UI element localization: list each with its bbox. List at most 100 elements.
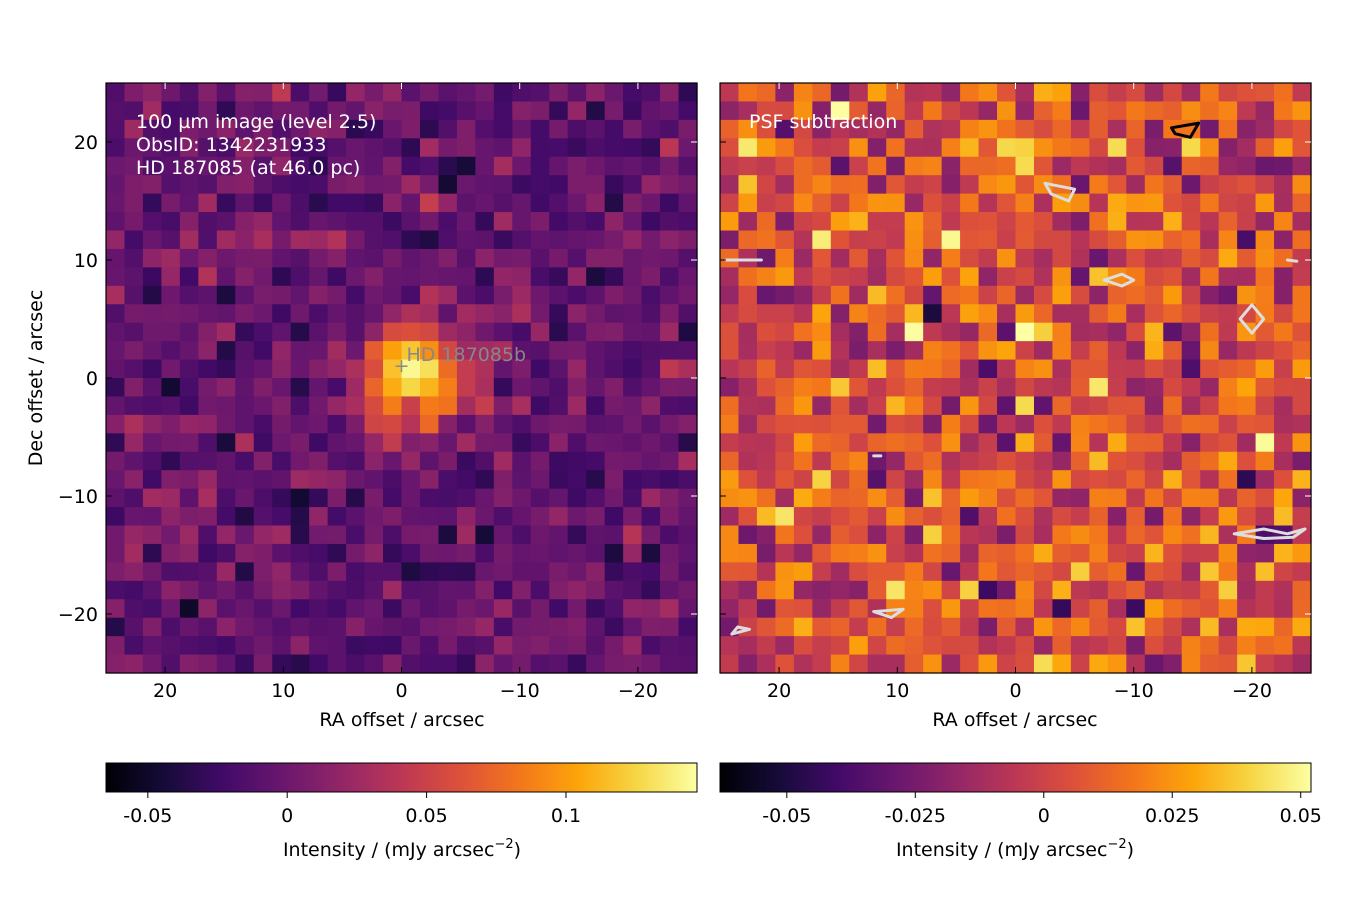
- heatmap-cell: [1292, 433, 1312, 453]
- heatmap-cell: [756, 248, 777, 268]
- heatmap-cell: [756, 470, 777, 490]
- heatmap-cell: [641, 156, 661, 176]
- heatmap-cell: [1126, 543, 1146, 563]
- heatmap-cell: [161, 83, 181, 103]
- heatmap-cell: [867, 543, 887, 563]
- heatmap-cell: [456, 101, 476, 121]
- heatmap-cell: [923, 175, 943, 195]
- heatmap-cell: [720, 599, 740, 619]
- heatmap-cell: [660, 414, 680, 434]
- heatmap-cell: [1292, 304, 1312, 324]
- heatmap-cell: [475, 636, 495, 656]
- heatmap-cell: [1255, 654, 1275, 674]
- heatmap-cell: [1292, 580, 1312, 600]
- heatmap-cell: [475, 562, 495, 582]
- heatmap-cell: [1089, 212, 1109, 232]
- heatmap-cell: [290, 414, 310, 434]
- heatmap-cell: [660, 378, 680, 398]
- heatmap-cell: [142, 304, 163, 324]
- heatmap-cell: [253, 230, 273, 250]
- heatmap-cell: [1218, 156, 1238, 176]
- heatmap-cell: [978, 599, 998, 619]
- heatmap-cell: [720, 507, 740, 527]
- heatmap-cell: [419, 599, 440, 619]
- heatmap-cell: [272, 248, 292, 268]
- heatmap-cell: [419, 433, 440, 453]
- heatmap-cell: [660, 193, 680, 213]
- heatmap-cell: [290, 230, 310, 250]
- heatmap-cell: [720, 212, 740, 232]
- heatmap-cell: [383, 212, 403, 232]
- heatmap-cell: [530, 341, 550, 361]
- heatmap-cell: [327, 654, 347, 674]
- heatmap-cell: [493, 470, 513, 490]
- heatmap-cell: [775, 599, 795, 619]
- heatmap-cell: [383, 101, 403, 121]
- heatmap-cell: [1126, 507, 1146, 527]
- heatmap-cell: [142, 414, 163, 434]
- heatmap-cell: [756, 562, 777, 582]
- heatmap-cell: [567, 322, 587, 342]
- heatmap-cell: [1274, 156, 1294, 176]
- heatmap-cell: [660, 156, 680, 176]
- heatmap-cell: [456, 617, 476, 637]
- heatmap-cell: [886, 378, 906, 398]
- heatmap-cell: [997, 304, 1017, 324]
- heatmap-cell: [1033, 451, 1054, 471]
- heatmap-cell: [904, 562, 924, 582]
- heatmap-cell: [1237, 580, 1257, 600]
- heatmap-cell: [738, 599, 758, 619]
- heatmap-cell: [1255, 433, 1275, 453]
- heatmap-cell: [253, 267, 273, 287]
- heatmap-cell: [419, 341, 440, 361]
- heatmap-cell: [198, 156, 218, 176]
- heatmap-cell: [775, 451, 795, 471]
- heatmap-cell: [886, 156, 906, 176]
- heatmap-cell: [512, 414, 532, 434]
- heatmap-cell: [886, 267, 906, 287]
- heatmap-cell: [106, 359, 126, 379]
- heatmap-cell: [586, 433, 606, 453]
- heatmap-cell: [106, 543, 126, 563]
- heatmap-cell: [1292, 451, 1312, 471]
- heatmap-cell: [738, 488, 758, 508]
- heatmap-cell: [216, 599, 236, 619]
- heatmap-cell: [678, 654, 698, 674]
- heatmap-cell: [886, 230, 906, 250]
- heatmap-cell: [253, 488, 273, 508]
- heatmap-cell: [1274, 101, 1294, 121]
- heatmap-cell: [383, 396, 403, 416]
- heatmap-cell: [327, 580, 347, 600]
- heatmap-cell: [1052, 599, 1072, 619]
- heatmap-cell: [346, 359, 366, 379]
- heatmap-cell: [327, 617, 347, 637]
- heatmap-cell: [960, 101, 980, 121]
- heatmap-cell: [623, 193, 643, 213]
- heatmap-cell: [179, 138, 199, 158]
- heatmap-cell: [383, 470, 403, 490]
- heatmap-cell: [364, 580, 384, 600]
- heatmap-cell: [923, 119, 943, 139]
- heatmap-cell: [1015, 304, 1035, 324]
- heatmap-cell: [290, 580, 310, 600]
- heatmap-cell: [124, 267, 144, 287]
- heatmap-cell: [1126, 119, 1146, 139]
- heatmap-cell: [978, 470, 998, 490]
- heatmap-cell: [124, 617, 144, 637]
- heatmap-cell: [1163, 359, 1183, 379]
- heatmap-cell: [456, 470, 476, 490]
- heatmap-cell: [1070, 101, 1090, 121]
- heatmap-cell: [1181, 341, 1201, 361]
- heatmap-cell: [1200, 156, 1220, 176]
- heatmap-cell: [1052, 525, 1072, 545]
- heatmap-cell: [327, 83, 347, 103]
- heatmap-cell: [641, 267, 661, 287]
- heatmap-cell: [1144, 451, 1164, 471]
- heatmap-cell: [886, 341, 906, 361]
- heatmap-cell: [1255, 507, 1275, 527]
- heatmap-cell: [327, 285, 347, 305]
- heatmap-cell: [793, 414, 813, 434]
- heatmap-cell: [383, 267, 403, 287]
- heatmap-cell: [867, 322, 887, 342]
- heatmap-cell: [530, 156, 550, 176]
